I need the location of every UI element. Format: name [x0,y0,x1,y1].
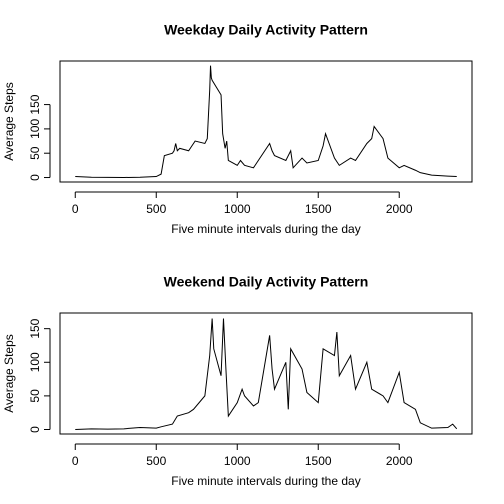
y-tick-label: 0 [28,426,42,433]
y-tick-label: 50 [28,389,42,403]
x-axis-label: Five minute intervals during the day [171,474,360,488]
x-tick-label: 500 [146,202,166,216]
chart-title: Weekend Daily Activity Pattern [164,274,369,290]
x-tick-label: 1000 [224,202,251,216]
y-tick-label: 50 [28,146,42,160]
y-tick-label: 100 [28,119,42,139]
plot-box [59,312,473,435]
x-tick-label: 1000 [224,454,251,468]
x-tick-label: 500 [146,454,166,468]
x-axis-label: Five minute intervals during the day [171,222,360,236]
y-tick-label: 100 [28,352,42,372]
y-tick-label: 150 [28,94,42,114]
y-axis-label: Average Steps [2,82,16,161]
y-tick-label: 0 [28,174,42,181]
x-tick-label: 0 [72,202,79,216]
plot-box [59,60,473,183]
x-tick-label: 2000 [386,454,413,468]
data-line [75,318,458,430]
data-line [75,65,457,178]
chart-title: Weekday Daily Activity Pattern [164,22,368,38]
x-tick-label: 2000 [386,202,413,216]
x-tick-label: 1500 [305,454,332,468]
y-tick-label: 150 [28,318,42,338]
x-tick-label: 1500 [305,202,332,216]
x-tick-label: 0 [72,454,79,468]
y-axis-label: Average Steps [2,334,16,413]
